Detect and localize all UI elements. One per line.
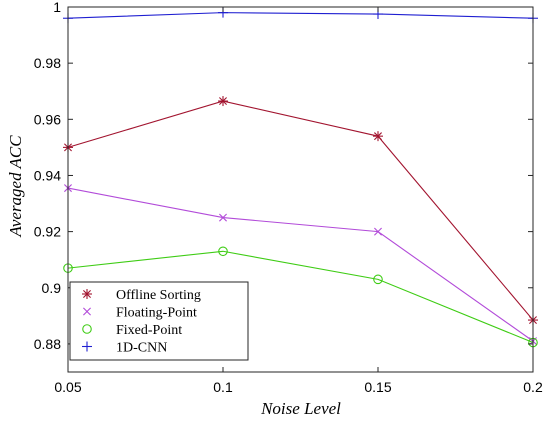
axes-frame <box>67 6 534 373</box>
y-axis-label: Averaged ACC <box>6 135 25 238</box>
data-point-offline-sorting <box>218 96 228 107</box>
marker-stroke <box>218 246 228 257</box>
y-tick-label: 1 <box>53 0 61 15</box>
x-tick-label: 0.2 <box>523 379 543 395</box>
series-line-fixed-point <box>67 250 534 344</box>
y-tick-label: 0.9 <box>42 280 62 296</box>
data-point-floating-point <box>374 227 382 236</box>
data-point-offline-sorting <box>373 131 383 142</box>
x-tick-label: 0.05 <box>54 379 81 395</box>
legend-marker-fixed-point <box>82 324 92 334</box>
marker-stroke <box>82 324 92 334</box>
legend-label-offline-sorting: Offline Sorting <box>116 288 201 303</box>
y-tick-label: 0.88 <box>34 336 61 352</box>
x-tick-label: 0.1 <box>213 379 233 395</box>
legend-marker-1d-cnn <box>82 341 92 352</box>
tick-layer: 0.88 0.9 0.92 0.94 0.96 0.98 1 0.05 0.1 0.15 0.2 <box>34 0 543 395</box>
marker-stroke <box>83 290 91 298</box>
series-line-floating-point <box>67 187 534 342</box>
marker-stroke <box>219 213 227 222</box>
x-axis-label: Noise Level <box>260 399 341 418</box>
y-tick-label: 0.98 <box>34 55 61 71</box>
marker-stroke <box>83 307 91 316</box>
x-tick-label: 0.15 <box>364 379 391 395</box>
legend-label-1d-cnn: 1D-CNN <box>116 341 167 356</box>
legend: Offline Sorting Floating-Point Fixed-Point… <box>69 281 249 361</box>
series-line-offline-sorting <box>67 100 534 321</box>
y-tick-label: 0.92 <box>34 224 61 240</box>
data-point-floating-point <box>219 213 227 222</box>
data-point-fixed-point <box>218 246 228 257</box>
data-point-fixed-point <box>373 274 383 285</box>
y-tick-label: 0.96 <box>34 111 61 127</box>
series-line-1d-cnn <box>67 12 534 19</box>
series-layer <box>63 7 538 348</box>
legend-marker-floating-point <box>83 307 91 316</box>
y-tick-label: 0.94 <box>34 167 61 183</box>
marker-stroke <box>374 227 382 236</box>
legend-marker-offline-sorting <box>82 289 92 299</box>
legend-box <box>69 281 249 361</box>
legend-label-floating-point: Floating-Point <box>116 306 197 321</box>
legend-label-fixed-point: Fixed-Point <box>116 323 182 338</box>
marker-stroke <box>219 97 227 106</box>
marker-stroke <box>373 274 383 285</box>
marker-stroke <box>374 132 382 141</box>
